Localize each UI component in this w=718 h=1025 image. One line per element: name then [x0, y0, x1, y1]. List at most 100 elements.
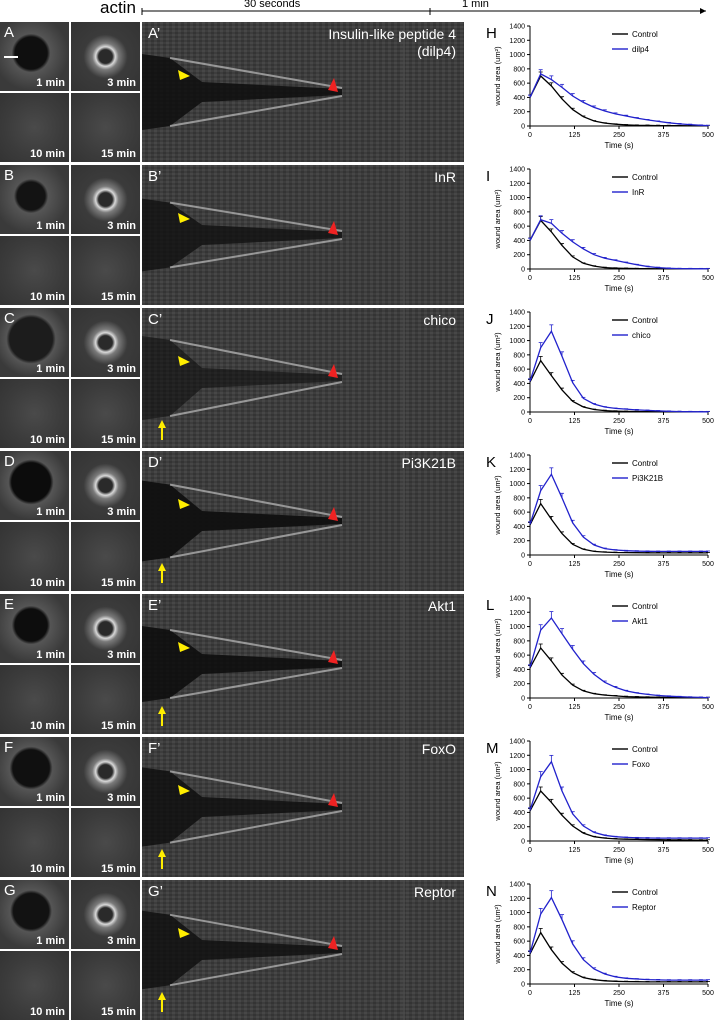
yellow-arrow: [158, 706, 166, 726]
panel-letter: D: [4, 453, 15, 470]
panel-letter: C: [4, 310, 15, 327]
y-tick-label: 1400: [509, 310, 525, 317]
micrograph-tile: 15 min: [71, 808, 140, 877]
wound-region: [142, 910, 342, 990]
x-axis-label: Time (s): [604, 713, 633, 722]
y-tick-label: 200: [513, 967, 525, 974]
wound-region: [142, 336, 342, 420]
figure-row: C 1 min 3 min 10 min 15 min C’ chico J 0 200 400 60…: [0, 308, 718, 448]
legend-label: Control: [632, 745, 658, 754]
timepoint-label: 15 min: [101, 148, 136, 160]
micrograph-tile: 10 min: [0, 236, 69, 305]
y-tick-label: 800: [513, 209, 525, 216]
kymograph-image: [142, 737, 464, 877]
legend-label: Akt1: [632, 617, 649, 626]
x-tick-label: 375: [658, 847, 670, 854]
x-tick-label: 0: [528, 704, 532, 711]
x-tick-label: 0: [528, 561, 532, 568]
y-tick-label: 1200: [509, 467, 525, 474]
chart-svg: H 0 200 400 600 800 1000 1200 1400 0 125 250 375 500 T…: [486, 24, 714, 151]
y-tick-label: 800: [513, 924, 525, 931]
micrograph-tile: 15 min: [71, 951, 140, 1020]
y-tick-label: 1200: [509, 324, 525, 331]
x-tick-label: 250: [613, 561, 625, 568]
x-tick-label: 500: [702, 132, 714, 139]
micrograph-tile: 10 min: [0, 93, 69, 162]
y-tick-label: 200: [513, 681, 525, 688]
y-tick-label: 1000: [509, 338, 525, 345]
timepoint-label: 1 min: [36, 220, 65, 232]
panel-letter: A: [4, 24, 15, 41]
figure-row: G 1 min 3 min 10 min 15 min G’ Reptor N 0 200 400 6…: [0, 880, 718, 1020]
timepoint-label: 15 min: [101, 863, 136, 875]
figure-row: D 1 min 3 min 10 min 15 min D’ Pi3K21B K 0 200 400…: [0, 451, 718, 591]
x-tick-label: 0: [528, 132, 532, 139]
x-tick-label: 375: [658, 561, 670, 568]
wound-region: [142, 767, 342, 847]
series-line: [529, 789, 708, 841]
chart-axes: [529, 169, 708, 270]
legend-label: Control: [632, 316, 658, 325]
yellow-arrowhead: [178, 213, 190, 223]
x-tick-label: 500: [702, 847, 714, 854]
x-tick-label: 375: [658, 704, 670, 711]
panel-letter: I: [486, 168, 490, 185]
red-arrowhead: [328, 936, 338, 950]
y-tick-label: 1000: [509, 910, 525, 917]
y-tick-label: 1200: [509, 181, 525, 188]
y-tick-label: 0: [521, 982, 525, 989]
y-tick-label: 1200: [509, 38, 525, 45]
y-tick-label: 1400: [509, 596, 525, 603]
x-tick-label: 125: [569, 990, 581, 997]
y-tick-label: 800: [513, 495, 525, 502]
y-tick-label: 400: [513, 95, 525, 102]
micrograph-tile: 15 min: [71, 379, 140, 448]
kymograph: E’ Akt1: [142, 594, 464, 734]
y-tick-label: 0: [521, 267, 525, 274]
series-line: [529, 931, 708, 983]
wound-region: [142, 480, 342, 562]
y-tick-label: 600: [513, 367, 525, 374]
gene-name: Reptor: [413, 884, 456, 900]
wound-area-chart: K 0 200 400 600 800 1000 1200 1400 0 125 250 375 500 T…: [480, 451, 718, 591]
wound-region: [142, 54, 342, 130]
x-tick-label: 250: [613, 418, 625, 425]
panel-letter: K: [486, 454, 496, 471]
chart-svg: J 0 200 400 600 800 1000 1200 1400 0 125 250 375 500 T…: [486, 310, 714, 437]
panel-letter: L: [486, 597, 494, 614]
panel-letter: J: [486, 311, 494, 328]
panel-letter: H: [486, 25, 497, 42]
yellow-arrow: [158, 563, 166, 583]
micrograph-tile: B 1 min: [0, 165, 69, 234]
x-tick-label: 250: [613, 990, 625, 997]
y-tick-label: 0: [521, 410, 525, 417]
x-axis-label: Time (s): [604, 570, 633, 579]
kymograph-image: [142, 165, 464, 305]
x-tick-label: 125: [569, 275, 581, 282]
micrograph-tile: F 1 min: [0, 737, 69, 806]
kymograph-image: [142, 308, 464, 448]
scale-bar: [4, 56, 18, 58]
wound-area-chart: N 0 200 400 600 800 1000 1200 1400 0 125 250 375 500 T…: [480, 880, 718, 1020]
timepoint-label: 1 min: [36, 363, 65, 375]
x-axis-label: Time (s): [604, 856, 633, 865]
y-tick-label: 1200: [509, 753, 525, 760]
kymograph: B’ InR: [142, 165, 464, 305]
legend-label: Control: [632, 30, 658, 39]
x-tick-label: 250: [613, 847, 625, 854]
red-arrowhead: [328, 364, 338, 378]
timepoint-label: 10 min: [30, 863, 65, 875]
timepoint-label: 15 min: [101, 720, 136, 732]
y-tick-label: 200: [513, 109, 525, 116]
yellow-arrow: [158, 420, 166, 440]
y-axis-label: wound area (um²): [493, 904, 502, 965]
chart-svg: M 0 200 400 600 800 1000 1200 1400 0 125 250 375 500 T…: [486, 739, 714, 866]
panel-letter: A’: [148, 25, 161, 42]
y-tick-label: 400: [513, 953, 525, 960]
red-arrowhead: [328, 650, 338, 664]
time-scale-bar: [141, 8, 706, 15]
chart-axes: [529, 741, 708, 842]
chart-axes: [529, 598, 708, 699]
x-tick-label: 0: [528, 275, 532, 282]
y-tick-label: 1400: [509, 24, 525, 31]
